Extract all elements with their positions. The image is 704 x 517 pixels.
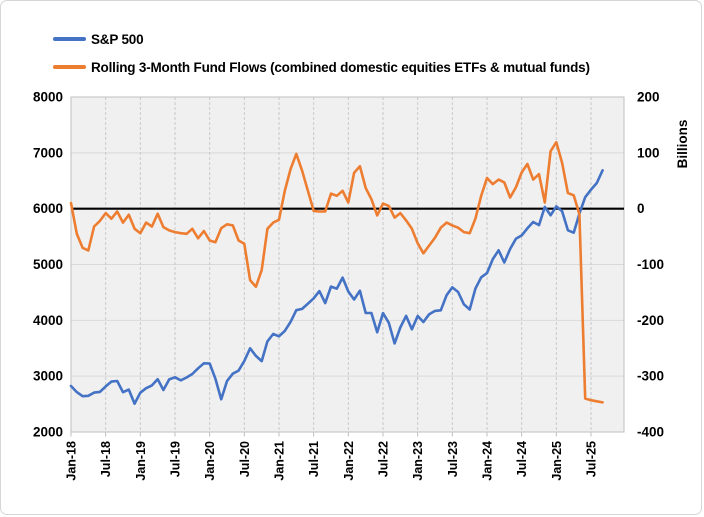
- x-axis-tick-label: Jan-21: [273, 441, 287, 481]
- right-axis-tick-label: 200: [637, 90, 660, 105]
- x-axis-tick-label: Jan-24: [481, 441, 495, 481]
- x-axis-tick-label: Jan-23: [411, 441, 425, 481]
- sp500-line: [69, 169, 604, 406]
- right-axis-title: Billions: [675, 120, 690, 169]
- x-axis-tick-label: Jan-18: [65, 441, 79, 481]
- plot-border: [70, 96, 625, 433]
- x-axis-tick-label: Jul-20: [238, 441, 252, 477]
- x-axis-tick-label: Jan-19: [134, 441, 148, 481]
- x-axis-tick-label: Jul-19: [169, 441, 183, 477]
- right-axis-tick-label: -400: [637, 425, 664, 440]
- left-axis-tick-label: 5000: [33, 257, 63, 272]
- left-axis-tick-label: 3000: [33, 369, 63, 384]
- x-axis-tick-label: Jul-25: [585, 441, 599, 477]
- right-axis-tick-label: -200: [637, 313, 664, 328]
- legend-label-sp500: S&P 500: [91, 31, 144, 47]
- x-axis-tick-label: Jan-22: [342, 441, 356, 481]
- legend-label-fund-flows: Rolling 3-Month Fund Flows (combined dom…: [91, 59, 590, 75]
- right-axis-tick-label: 0: [637, 201, 645, 216]
- legend-item-fund-flows: Rolling 3-Month Fund Flows (combined dom…: [53, 53, 590, 81]
- left-axis-tick-label: 8000: [33, 90, 63, 105]
- x-axis-tick-label: Jul-18: [99, 441, 113, 477]
- right-axis-tick-label: -300: [637, 369, 664, 384]
- chart-legend: S&P 500 Rolling 3-Month Fund Flows (comb…: [53, 25, 590, 81]
- x-axis-tick-label: Jul-21: [307, 441, 321, 477]
- fund-flows-line-swatch-icon: [53, 65, 86, 69]
- x-axis-tick-label: Jan-20: [203, 441, 217, 481]
- right-axis-tick-label: 100: [637, 145, 660, 160]
- legend-item-sp500: S&P 500: [53, 25, 590, 53]
- sp500-line-swatch-icon: [53, 37, 86, 41]
- left-axis-tick-label: 7000: [33, 145, 63, 160]
- left-axis-tick-label: 4000: [33, 313, 63, 328]
- fund-flows-line: [69, 140, 604, 404]
- x-axis-tick-label: Jan-25: [550, 441, 564, 481]
- left-axis-tick-label: 2000: [33, 425, 63, 440]
- right-axis-tick-label: -100: [637, 257, 664, 272]
- x-axis-tick-label: Jul-22: [377, 441, 391, 477]
- x-axis-tick-label: Jul-23: [446, 441, 460, 477]
- x-axis-tick-label: Jul-24: [515, 441, 529, 477]
- left-axis-tick-label: 6000: [33, 201, 63, 216]
